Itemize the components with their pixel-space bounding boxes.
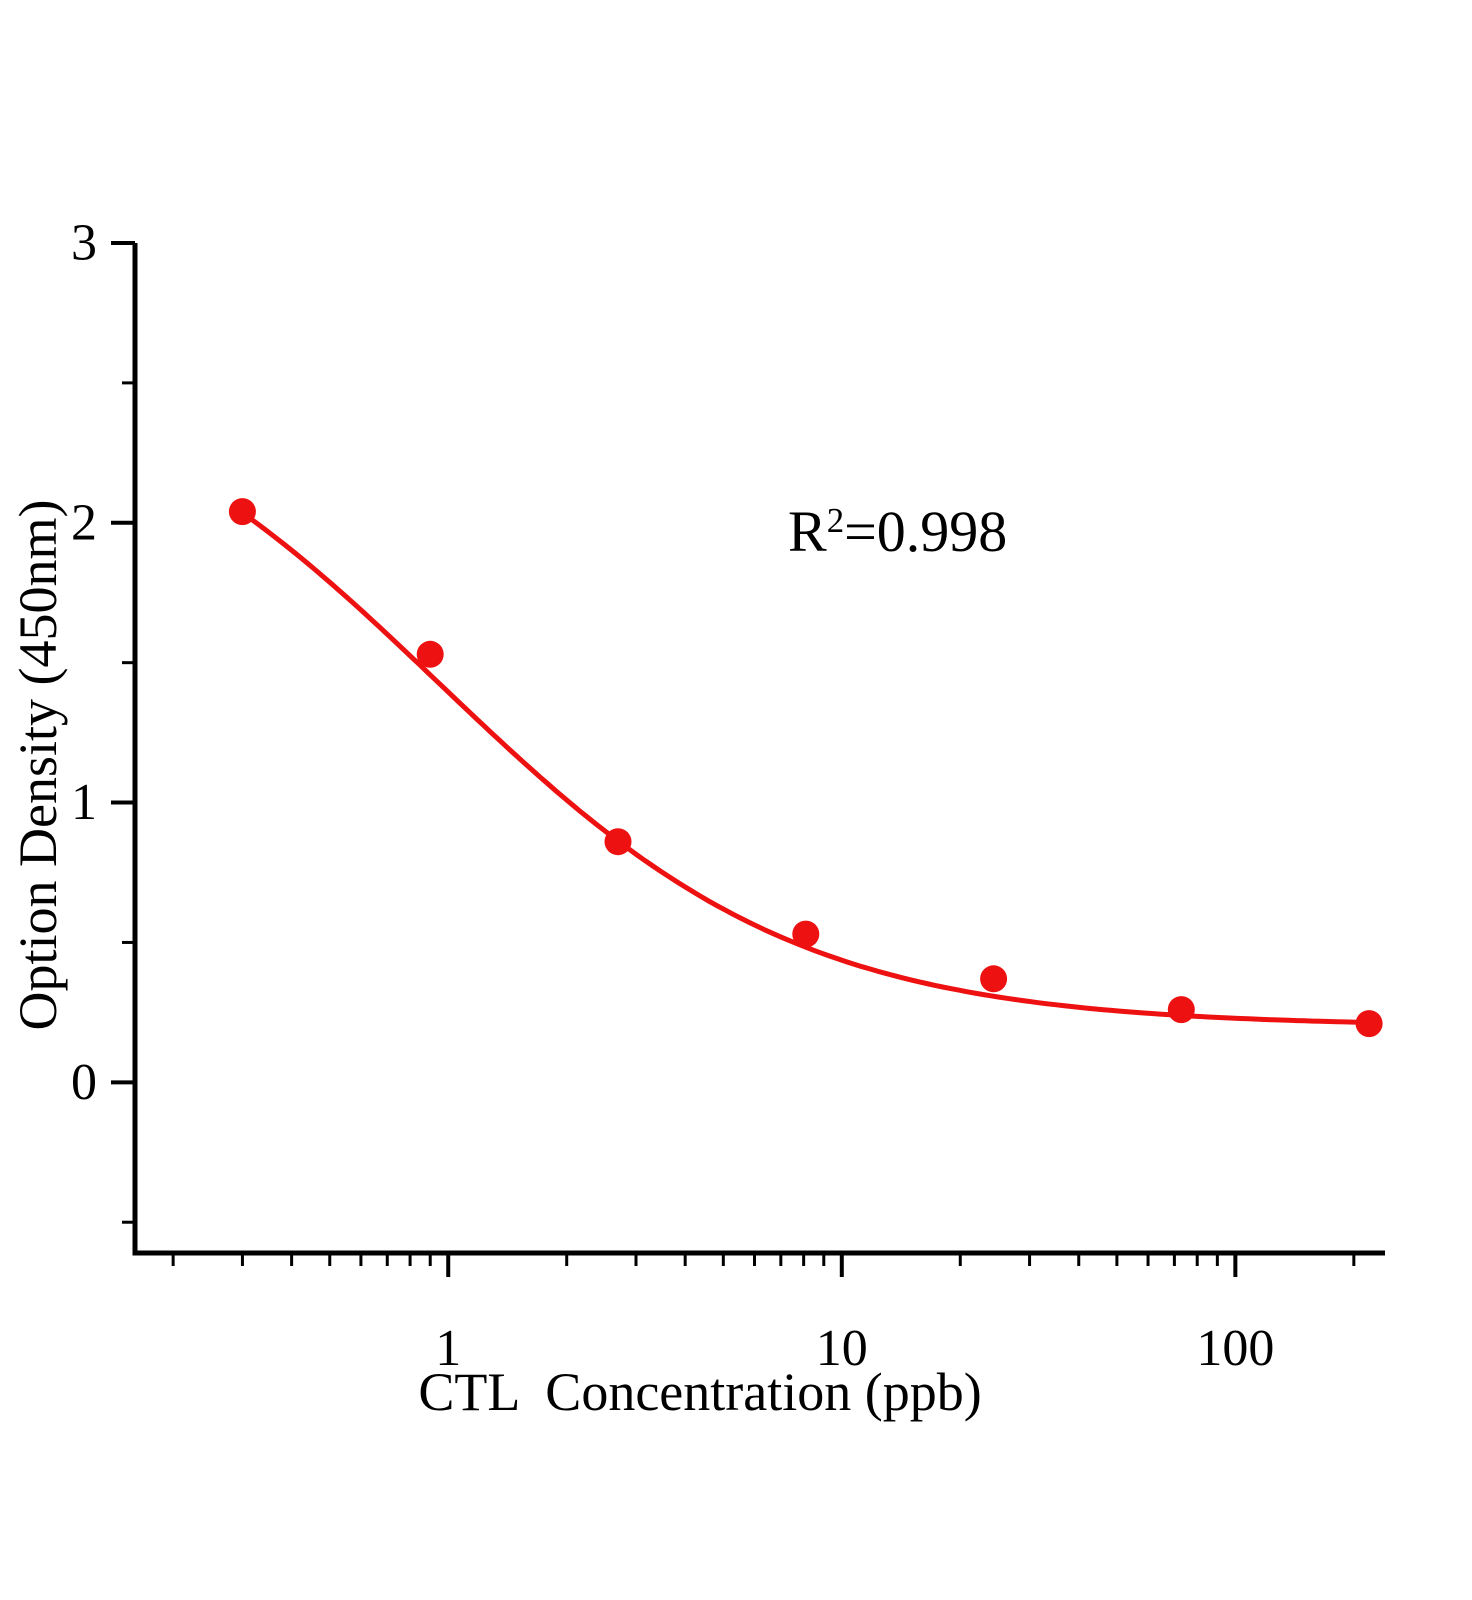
x-axis-tick-label: 100 — [1196, 1320, 1274, 1377]
data-point — [792, 920, 820, 948]
data-point — [1355, 1010, 1383, 1038]
x-axis-title: CTL Concentration (ppb) — [418, 1362, 982, 1422]
y-axis-tick-label: 3 — [71, 215, 97, 272]
r-squared-value: =0.998 — [844, 499, 1008, 564]
data-point — [604, 828, 632, 856]
r-squared-base: R — [788, 499, 827, 564]
r-squared-annotation: R2=0.998 — [788, 498, 1007, 565]
x-axis-tick-label: 10 — [816, 1320, 868, 1377]
data-point — [1167, 996, 1195, 1024]
y-axis-tick-label: 2 — [71, 494, 97, 551]
data-point — [980, 965, 1008, 993]
data-point — [416, 640, 444, 668]
data-point — [228, 498, 256, 526]
y-axis-tick-label: 0 — [71, 1054, 97, 1111]
y-axis-tick-label: 1 — [71, 774, 97, 831]
y-axis-title: Option Density (450nm) — [8, 499, 68, 1031]
x-axis-tick-label: 1 — [435, 1320, 461, 1377]
r-squared-superscript: 2 — [826, 500, 845, 540]
